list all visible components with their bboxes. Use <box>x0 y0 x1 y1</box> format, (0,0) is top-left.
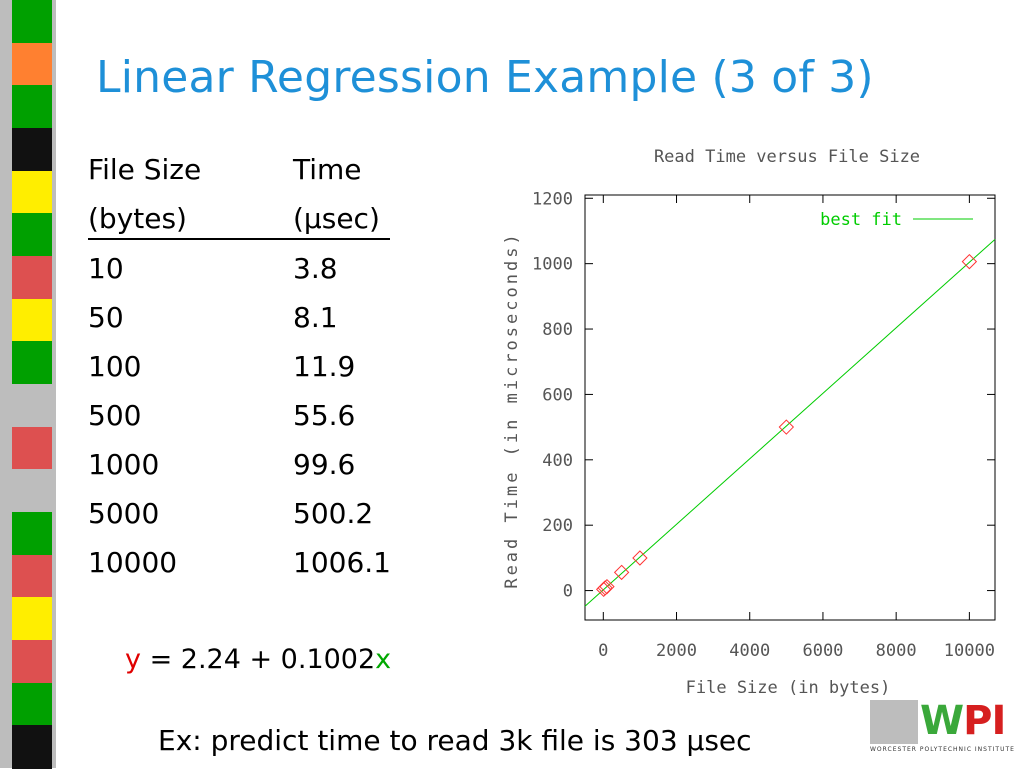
cell-time: 99.6 <box>293 448 356 481</box>
stripe-segment <box>12 384 52 428</box>
x-tick-label: 4000 <box>729 641 770 661</box>
data-point <box>599 578 615 595</box>
cell-time: 55.6 <box>293 399 356 432</box>
data-points <box>595 253 978 598</box>
equation-coefficients: = 2.24 + 0.1002 <box>140 644 376 675</box>
y-tick-label: 1200 <box>532 189 573 209</box>
header-file-size: File Size <box>88 153 202 186</box>
stripe-segment <box>12 469 52 513</box>
wpi-logo: WPI WORCESTER POLYTECHNIC INSTITUTE <box>870 698 1014 758</box>
cell-file-size: 100 <box>88 350 142 383</box>
axis-ticks: 0 2000 4000 6000 8000 10000 0 200 400 600 800 1000 1… <box>532 189 995 661</box>
legend-label: best fit <box>820 210 902 230</box>
stripe-segment <box>12 213 52 257</box>
logo-letters-pi: PI <box>963 698 1006 744</box>
cell-file-size: 5000 <box>88 497 160 530</box>
y-tick-label: 0 <box>563 582 573 602</box>
stripe-segment <box>12 0 52 44</box>
cell-time: 11.9 <box>293 350 356 383</box>
cell-file-size: 50 <box>88 301 124 334</box>
cell-file-size: 10000 <box>88 546 178 579</box>
data-point <box>613 564 630 581</box>
stripe-segment <box>12 298 52 343</box>
y-tick-label: 600 <box>542 385 573 405</box>
decorative-stripe <box>0 0 56 769</box>
stripe-segment <box>12 256 52 300</box>
stripe-segment <box>12 640 52 684</box>
cell-file-size: 1000 <box>88 448 160 481</box>
best-fit-line <box>584 238 996 607</box>
cell-time: 8.1 <box>293 301 338 334</box>
stripe-segment <box>12 42 52 87</box>
x-tick-label: 2000 <box>656 641 697 661</box>
scatter-chart: Read Time versus File Size 0 2000 4000 6000… <box>502 147 996 698</box>
plot-frame <box>584 194 996 621</box>
cell-time: 3.8 <box>293 252 338 285</box>
stripe-segment <box>12 512 52 556</box>
best-fit-line-group <box>584 238 996 607</box>
cell-time: 1006.1 <box>293 546 391 579</box>
header-usec: (µsec) <box>293 202 380 235</box>
x-tick-label: 10000 <box>944 641 995 661</box>
slide-title: Linear Regression Example (3 of 3) <box>96 52 874 103</box>
cell-time: 500.2 <box>293 497 374 530</box>
stripe-segment <box>12 85 52 129</box>
equation-x: x <box>375 644 392 675</box>
prediction-example: Ex: predict time to read 3k file is 303 … <box>158 724 752 757</box>
y-tick-label: 800 <box>542 320 573 340</box>
wpi-logo-text: WPI <box>920 698 1006 744</box>
stripe-segment <box>12 554 52 599</box>
y-tick-label: 200 <box>542 516 573 536</box>
cell-file-size: 500 <box>88 399 142 432</box>
header-underline <box>88 238 390 240</box>
y-tick-label: 1000 <box>532 255 573 275</box>
x-tick-label: 8000 <box>876 641 917 661</box>
x-tick-label: 6000 <box>802 641 843 661</box>
regression-equation: y = 2.24 + 0.1002x <box>125 644 391 675</box>
header-time: Time <box>293 153 362 186</box>
stripe-segment <box>12 682 52 727</box>
stripe-segment <box>12 341 52 385</box>
stripe-segment <box>12 170 52 215</box>
cell-file-size: 10 <box>88 252 124 285</box>
data-point <box>961 253 978 270</box>
data-point <box>778 419 795 435</box>
stripe-segment <box>12 128 52 172</box>
logo-letter-w: W <box>920 698 964 744</box>
header-bytes: (bytes) <box>88 202 187 235</box>
x-axis-label: File Size (in bytes) <box>686 678 891 698</box>
stripe-segment <box>12 597 52 641</box>
equation-y: y <box>125 644 141 675</box>
stripe-segment <box>12 426 52 471</box>
stripe-bar <box>12 0 52 769</box>
wpi-emblem-icon <box>870 700 918 744</box>
stripe-segment <box>12 725 52 769</box>
y-axis-label: Read Time (in microseconds) <box>502 231 522 588</box>
y-tick-label: 400 <box>542 451 573 471</box>
logo-subtitle: WORCESTER POLYTECHNIC INSTITUTE <box>870 746 1015 753</box>
data-point <box>632 550 648 566</box>
x-tick-label: 0 <box>598 641 608 661</box>
chart-title: Read Time versus File Size <box>654 147 920 167</box>
